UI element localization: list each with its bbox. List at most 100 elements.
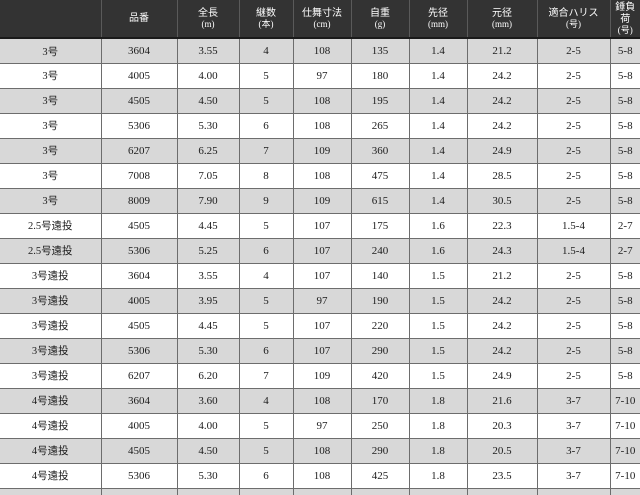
cell-jiju: 195 bbox=[351, 88, 410, 114]
cell-motokei: 24.3 bbox=[467, 238, 538, 264]
cell-shimai: 109 bbox=[293, 188, 352, 214]
cell-omori: 5-8 bbox=[610, 63, 640, 89]
cell-shimai: 97 bbox=[293, 63, 352, 89]
cell-hinban: 5306 bbox=[101, 113, 178, 139]
cell-motokei: 23.5 bbox=[467, 463, 538, 489]
cell-sakikei: 1.4 bbox=[409, 188, 468, 214]
cell-harisu: 3-7 bbox=[537, 463, 611, 489]
cell-jiju: 265 bbox=[351, 113, 410, 139]
cell-motokei: 21.2 bbox=[467, 38, 538, 64]
cell-tsugisu: 4 bbox=[239, 263, 294, 289]
cell-motokei: 24.2 bbox=[467, 288, 538, 314]
cell-shimai: 108 bbox=[293, 38, 352, 64]
table-header: 品番 全長 (m) 継数 (本) 仕舞寸法 (cm) 自重 (g) 先径 (mm) 元径 (mm) 適合ハ… bbox=[0, 0, 640, 40]
cell-jiju: 615 bbox=[351, 188, 410, 214]
cell-tsugisu: 6 bbox=[239, 463, 294, 489]
cell-shimai: 107 bbox=[293, 338, 352, 364]
cell-zencho: 3.60 bbox=[177, 388, 240, 414]
cell-tsugisu: 9 bbox=[239, 188, 294, 214]
cell-zencho: 5.30 bbox=[177, 113, 240, 139]
cell-omori: 2-7 bbox=[610, 213, 640, 239]
cell-omori: 5-8 bbox=[610, 313, 640, 339]
table-row: 3号 6207 6.25 7 109 360 1.4 24.9 2-5 5-8 bbox=[0, 138, 640, 164]
cell-sakikei: 1.5 bbox=[409, 338, 468, 364]
cell-jiju: 290 bbox=[351, 438, 410, 464]
cell-shimai: 108 bbox=[293, 163, 352, 189]
cell-motokei: 24.2 bbox=[467, 313, 538, 339]
column-header-label: 仕舞寸法 bbox=[302, 7, 342, 19]
column-header-label: 全長 bbox=[198, 7, 218, 19]
table-row: 3号遠投 3604 3.55 4 107 140 1.5 21.2 2-5 5-8 bbox=[0, 263, 640, 289]
cell-sakikei: 1.8 bbox=[409, 488, 468, 495]
cell-sakikei: 1.4 bbox=[409, 88, 468, 114]
cell-sakikei: 1.8 bbox=[409, 413, 468, 439]
cell-sakikei: 1.5 bbox=[409, 313, 468, 339]
cell-name: 3号 bbox=[0, 88, 102, 114]
column-header-sakikei: 先径 (mm) bbox=[409, 0, 468, 40]
table-row: 4号遠投 3604 3.60 4 108 170 1.8 21.6 3-7 7-10 bbox=[0, 388, 640, 414]
cell-harisu: 2-5 bbox=[537, 363, 611, 389]
cell-harisu: 2-5 bbox=[537, 38, 611, 64]
cell-name: 2.5号遠投 bbox=[0, 238, 102, 264]
cell-harisu: 2-5 bbox=[537, 188, 611, 214]
cell-zencho: 4.00 bbox=[177, 63, 240, 89]
cell-harisu: 2-5 bbox=[537, 313, 611, 339]
cell-tsugisu: 4 bbox=[239, 388, 294, 414]
cell-tsugisu: 6 bbox=[239, 113, 294, 139]
cell-name: 3号 bbox=[0, 138, 102, 164]
cell-hinban: 4505 bbox=[101, 438, 178, 464]
column-header-tsugisu: 継数 (本) bbox=[239, 0, 294, 40]
cell-sakikei: 1.8 bbox=[409, 438, 468, 464]
cell-hinban: 5306 bbox=[101, 238, 178, 264]
cell-harisu: 3-7 bbox=[537, 413, 611, 439]
cell-omori: 5-8 bbox=[610, 363, 640, 389]
table-row: 3号遠投 4005 3.95 5 97 190 1.5 24.2 2-5 5-8 bbox=[0, 288, 640, 314]
cell-zencho: 4.45 bbox=[177, 213, 240, 239]
cell-jiju: 250 bbox=[351, 413, 410, 439]
cell-hinban: 6207 bbox=[101, 138, 178, 164]
column-header-unit: (mm) bbox=[428, 19, 448, 30]
cell-omori: 5-8 bbox=[610, 338, 640, 364]
cell-zencho: 7.05 bbox=[177, 163, 240, 189]
cell-omori: 7-10 bbox=[610, 388, 640, 414]
cell-shimai: 107 bbox=[293, 263, 352, 289]
column-header-unit: (m) bbox=[201, 19, 215, 30]
column-header-unit: (cm) bbox=[313, 19, 331, 30]
cell-name: 3号 bbox=[0, 188, 102, 214]
cell-motokei: 24.2 bbox=[467, 113, 538, 139]
cell-motokei: 20.5 bbox=[467, 438, 538, 464]
cell-hinban: 5306 bbox=[101, 338, 178, 364]
cell-name: 4号遠投 bbox=[0, 413, 102, 439]
cell-hinban: 6207 bbox=[101, 488, 178, 495]
cell-harisu: 1.5-4 bbox=[537, 238, 611, 264]
column-header-unit: (号) bbox=[617, 25, 633, 35]
cell-sakikei: 1.6 bbox=[409, 213, 468, 239]
cell-omori: 7-10 bbox=[610, 463, 640, 489]
cell-omori: 5-8 bbox=[610, 38, 640, 64]
column-header-label: 継数 bbox=[256, 7, 276, 19]
cell-motokei: 24.2 bbox=[467, 88, 538, 114]
cell-motokei: 24.9 bbox=[467, 138, 538, 164]
table-row: 3号 7008 7.05 8 108 475 1.4 28.5 2-5 5-8 bbox=[0, 163, 640, 189]
cell-hinban: 4505 bbox=[101, 213, 178, 239]
cell-zencho: 6.25 bbox=[177, 138, 240, 164]
cell-harisu: 1.5-4 bbox=[537, 213, 611, 239]
cell-zencho: 4.50 bbox=[177, 88, 240, 114]
table-body: 3号 3604 3.55 4 108 135 1.4 21.2 2-5 5-8 3号 4005 4.00… bbox=[0, 38, 640, 495]
table-row: 3号 8009 7.90 9 109 615 1.4 30.5 2-5 5-8 bbox=[0, 188, 640, 214]
cell-hinban: 3604 bbox=[101, 263, 178, 289]
column-header-label: 先径 bbox=[428, 7, 448, 19]
cell-harisu: 3-7 bbox=[537, 488, 611, 495]
cell-motokei: 22.3 bbox=[467, 213, 538, 239]
cell-hinban: 4005 bbox=[101, 413, 178, 439]
table-row: 2.5号遠投 4505 4.45 5 107 175 1.6 22.3 1.5-4 2-7 bbox=[0, 213, 640, 239]
cell-tsugisu: 5 bbox=[239, 413, 294, 439]
column-header-jiju: 自重 (g) bbox=[351, 0, 410, 40]
cell-tsugisu: 5 bbox=[239, 213, 294, 239]
cell-jiju: 175 bbox=[351, 213, 410, 239]
cell-omori: 7-10 bbox=[610, 488, 640, 495]
cell-name: 3号遠投 bbox=[0, 363, 102, 389]
cell-sakikei: 1.4 bbox=[409, 63, 468, 89]
cell-sakikei: 1.5 bbox=[409, 263, 468, 289]
